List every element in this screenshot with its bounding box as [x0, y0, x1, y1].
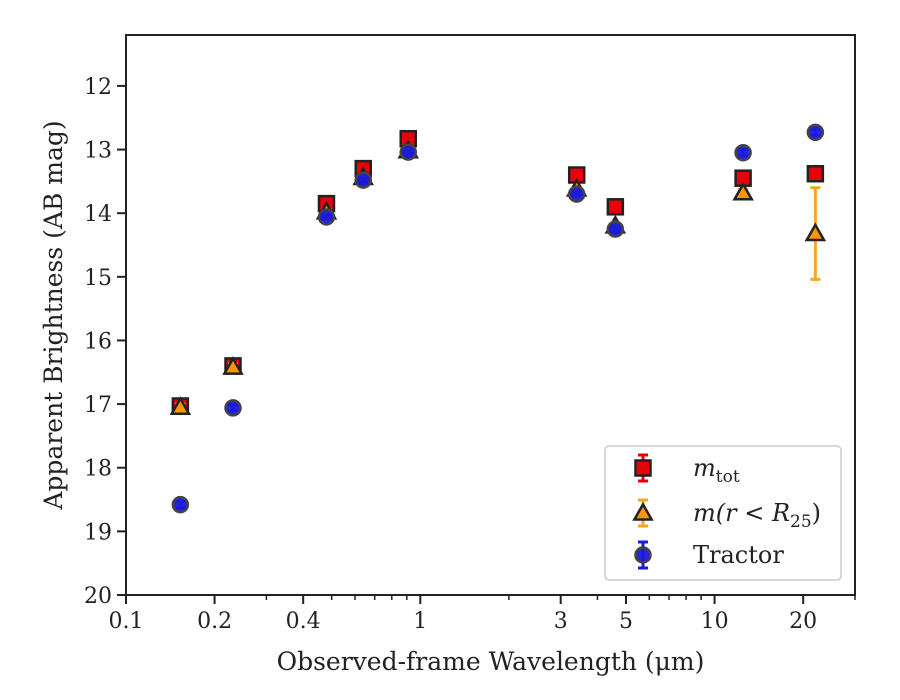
- x-tick-label: 1: [413, 609, 427, 634]
- data-point-circle: [317, 208, 336, 226]
- data-point-circle: [567, 185, 586, 203]
- y-tick-label: 15: [84, 266, 112, 291]
- plot-frame: [125, 34, 856, 596]
- data-point-circle: [171, 495, 190, 514]
- legend-marker-triangle: [632, 501, 654, 521]
- y-axis-label: Apparent Brightness (AB mag): [39, 120, 68, 510]
- data-marks: [169, 123, 827, 514]
- series-triangle: [169, 139, 827, 415]
- data-point-triangle: [222, 356, 244, 375]
- x-tick-label: 5: [619, 609, 633, 634]
- data-point-circle: [224, 399, 242, 417]
- legend: mtot m(r < R25) Tractor: [604, 445, 842, 581]
- y-tick-label: 14: [84, 202, 112, 227]
- data-point-triangle: [732, 181, 754, 201]
- data-point-circle: [354, 171, 373, 189]
- legend-label: mtot: [693, 454, 740, 487]
- legend-item: mtot: [634, 453, 740, 487]
- data-point-circle: [734, 143, 752, 162]
- data-point-circle: [806, 123, 825, 142]
- legend-marker-square: [634, 459, 652, 477]
- data-point-triangle: [169, 396, 192, 415]
- x-tick-label: 20: [789, 609, 817, 634]
- y-tick-label: 16: [84, 329, 112, 354]
- x-axis-label: Observed-frame Wavelength (μm): [277, 647, 705, 676]
- x-tick-label: 3: [554, 609, 568, 634]
- series-circle: [171, 123, 825, 514]
- x-tick-label: 0.1: [109, 609, 144, 634]
- legend-item: m(r < R25): [632, 498, 821, 532]
- x-tick-label: 10: [701, 609, 729, 634]
- y-tick-label: 19: [84, 520, 112, 545]
- data-point-square: [806, 164, 825, 183]
- x-tick-label: 0.4: [286, 609, 321, 634]
- y-tick-label: 12: [84, 75, 112, 100]
- legend-box: [604, 445, 842, 581]
- series-square: [171, 129, 825, 415]
- legend-label: m(r < R25): [693, 499, 821, 532]
- y-tick-label: 20: [84, 584, 112, 609]
- data-point-circle: [399, 143, 417, 161]
- data-point-triangle: [804, 222, 827, 242]
- legend-item: Tractor: [634, 540, 784, 570]
- legend-label: Tractor: [693, 541, 784, 569]
- y-tick-label: 13: [84, 139, 112, 164]
- data-point-square: [606, 198, 625, 216]
- data-point-circle: [606, 220, 625, 238]
- y-tick-label: 17: [84, 393, 112, 418]
- x-tick-label: 0.2: [197, 609, 232, 634]
- y-tick-label: 18: [84, 457, 112, 482]
- legend-marker-circle: [634, 546, 652, 564]
